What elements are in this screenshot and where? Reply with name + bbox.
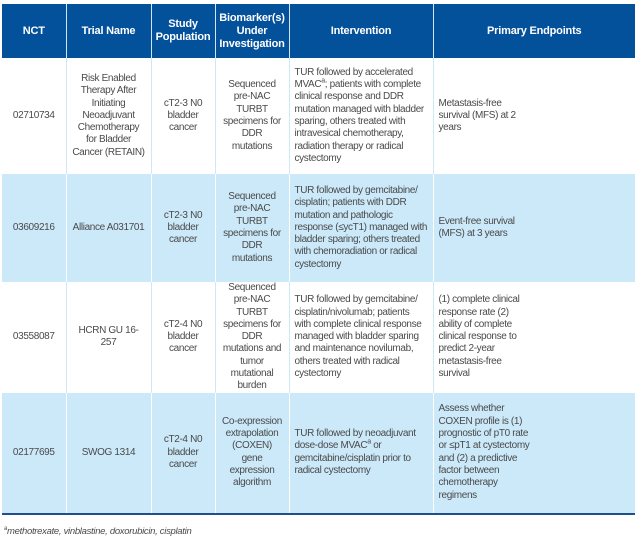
trial-name-cell: Risk Enabled Therapy After Initiating Ne… bbox=[65, 58, 151, 174]
endpoint-text: Event-free survival (MFS) at 3 years bbox=[438, 215, 516, 239]
trial-name-cell: SWOG 1314 bbox=[65, 392, 151, 514]
nct-cell: 02710734 bbox=[12, 109, 55, 121]
intervention-text: TUR followed by neoadjuvant dose-dose MV… bbox=[294, 428, 417, 452]
endpoint-cell: Metastasis-free survival (MFS) at 2 year… bbox=[432, 58, 635, 174]
endpoint-text: Assess whether COXEN profile is (1) prog… bbox=[438, 403, 530, 501]
endpoint-cell: Assess whether COXEN profile is (1) prog… bbox=[432, 392, 635, 514]
endpoint-cell: Event-free survival (MFS) at 3 years bbox=[432, 174, 635, 282]
biomarker-cell: Sequenced pre-NAC TURBT specimens for DD… bbox=[214, 174, 289, 282]
intervention-cell: TUR followed by gemcitabine/ cisplatin/n… bbox=[288, 282, 433, 393]
biomarker-cell: Co-expression extrapolation (COXEN) gene… bbox=[214, 392, 289, 514]
table-row: 02710734 Risk Enabled Therapy After Init… bbox=[2, 58, 635, 174]
header-intervention: Intervention bbox=[288, 4, 433, 58]
header-study-population: Study Population bbox=[150, 4, 215, 58]
intervention-cell: TUR followed by gemcitabine/ cisplatin; … bbox=[288, 174, 433, 282]
header-trial-name: Trial Name bbox=[65, 4, 151, 58]
intervention-text: TUR followed by accelerated MVAC bbox=[294, 66, 414, 91]
table-row: 02177695 SWOG 1314 cT2-4 N0 bladder canc… bbox=[2, 392, 635, 514]
nct-cell: 03609216 bbox=[2, 174, 66, 282]
footnote: amethotrexate, vinblastine, doxorubicin,… bbox=[4, 525, 192, 537]
header-nct: NCT bbox=[2, 4, 66, 58]
trial-name-cell: Alliance A031701 bbox=[65, 174, 151, 282]
population-cell: cT2-4 N0 bladder cancer bbox=[150, 282, 215, 393]
footnote-marker: a bbox=[4, 525, 8, 532]
header-primary-endpoints: Primary Endpoints bbox=[432, 4, 635, 58]
population-cell: cT2-3 N0 bladder cancer bbox=[150, 174, 215, 282]
header-row: NCT Trial Name Study Population Biomarke… bbox=[2, 4, 635, 58]
trial-name-cell: HCRN GU 16-257 bbox=[65, 282, 151, 393]
intervention-cell: TUR followed by neoadjuvant dose-dose MV… bbox=[288, 392, 433, 514]
population-cell: cT2-4 N0 bladder cancer bbox=[150, 392, 215, 514]
footnote-marker: a bbox=[367, 439, 371, 447]
table-row: 03558087 HCRN GU 16-257 cT2-4 N0 bladder… bbox=[2, 282, 635, 393]
footnote-text: methotrexate, vinblastine, doxorubicin, … bbox=[7, 526, 192, 537]
biomarker-cell: Sequenced pre-NAC TURBT specimens for DD… bbox=[214, 282, 289, 393]
endpoint-cell: (1) complete clinical response rate (2) … bbox=[432, 282, 635, 393]
footnote-marker: a bbox=[321, 77, 325, 85]
endpoint-text: (1) complete clinical response rate (2) … bbox=[438, 294, 520, 380]
biomarker-cell: Sequenced pre-NAC TURBT specimens for DD… bbox=[214, 58, 289, 174]
intervention-cell: TUR followed by accelerated MVACa; patie… bbox=[288, 58, 433, 174]
endpoint-text: Metastasis-free survival (MFS) at 2 year… bbox=[438, 97, 517, 134]
clinical-trials-table: NCT Trial Name Study Population Biomarke… bbox=[2, 4, 635, 515]
nct-cell: 03558087 bbox=[12, 331, 55, 343]
intervention-text-cont: ; patients with complete clinical respon… bbox=[294, 79, 425, 164]
population-cell: cT2-3 N0 bladder cancer bbox=[150, 58, 215, 174]
table-row: 03609216 Alliance A031701 cT2-3 N0 bladd… bbox=[2, 174, 635, 282]
nct-cell: 02177695 bbox=[2, 392, 66, 514]
header-biomarkers: Biomarker(s) Under Investigation bbox=[214, 4, 289, 58]
intervention-text-cont: or gemcitabine/cisplatin prior to radica… bbox=[294, 440, 412, 476]
